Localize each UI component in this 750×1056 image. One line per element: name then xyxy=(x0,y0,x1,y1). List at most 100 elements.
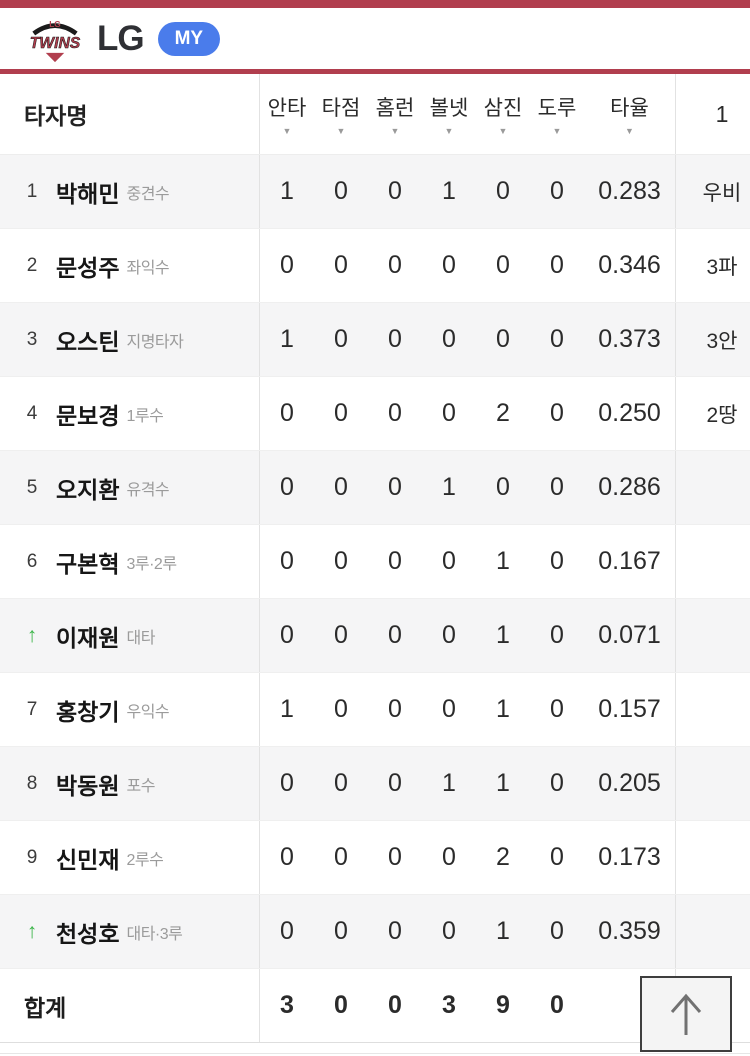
stat-value: 0 xyxy=(280,769,294,797)
batter-name-cell: ↑ 천성호 대타·3루 xyxy=(0,895,260,968)
stat-value: 0 xyxy=(388,473,402,501)
stat-cells: 1 0 0 1 0 0 0.283 xyxy=(260,155,675,228)
table-header-row: 타자명 안타 ▼ 타점 ▼ 홈런 ▼ 볼넷 ▼ 삼진 ▼ 도루 ▼ 타율 ▼ 1 xyxy=(0,74,750,155)
lg-twins-logo[interactable]: LG TWINS xyxy=(27,15,83,63)
table-row[interactable]: 2 문성주 좌익수 0 0 0 0 0 0 0.346 3파 xyxy=(0,229,750,303)
table-row[interactable]: 6 구본혁 3루·2루 0 0 0 0 1 0 0.167 xyxy=(0,525,750,599)
stat-header-label: 홈런 xyxy=(375,97,415,120)
stat-value: 0 xyxy=(496,473,510,501)
inning-result: 3안 xyxy=(706,329,738,353)
stat-value: 0 xyxy=(280,547,294,575)
batter-name-header[interactable]: 타자명 xyxy=(0,74,260,154)
app-header: LG TWINS LG MY xyxy=(0,8,750,69)
batter-name-cell: 8 박동원 포수 xyxy=(0,747,260,820)
stat-value: 0 xyxy=(334,621,348,649)
stat-header[interactable]: 안타 ▼ xyxy=(260,74,314,154)
my-badge-button[interactable]: MY xyxy=(157,21,221,56)
stat-value: 0 xyxy=(442,621,456,649)
stat-value: 0.283 xyxy=(598,177,661,205)
stat-value: 0 xyxy=(388,843,402,871)
table-row[interactable]: ↑ 천성호 대타·3루 0 0 0 0 1 0 0.359 xyxy=(0,895,750,969)
stat-header-label: 볼넷 xyxy=(429,97,469,120)
stat-value: 0 xyxy=(550,621,564,649)
player-position: 중견수 xyxy=(126,185,170,203)
stat-value: 0 xyxy=(442,325,456,353)
player-name: 문성주 xyxy=(56,254,120,281)
inning-1-header[interactable]: 1 xyxy=(675,74,750,154)
stat-header[interactable]: 홈런 ▼ xyxy=(368,74,422,154)
table-row[interactable]: 5 오지환 유격수 0 0 0 1 0 0 0.286 xyxy=(0,451,750,525)
batting-order: 8 xyxy=(26,772,38,794)
player-position: 좌익수 xyxy=(126,259,170,277)
total-stat-value: 0 xyxy=(550,991,564,1019)
logo-lg-text: LG xyxy=(49,19,61,29)
inning-1-cell xyxy=(675,895,750,968)
stat-value: 0 xyxy=(388,251,402,279)
batter-name-cell: ↑ 이재원 대타 xyxy=(0,599,260,672)
stat-value: 0 xyxy=(496,177,510,205)
stat-value: 0 xyxy=(334,399,348,427)
scroll-to-top-button[interactable] xyxy=(640,976,732,1052)
up-arrow-icon xyxy=(670,993,702,1035)
inning-result: 우비 xyxy=(702,181,742,205)
stat-header[interactable]: 삼진 ▼ xyxy=(476,74,530,154)
inning-1-cell: 우비 xyxy=(675,155,750,228)
inning-1-cell: 3파 xyxy=(675,229,750,302)
stat-value: 0 xyxy=(334,177,348,205)
table-row[interactable]: 1 박해민 중견수 1 0 0 1 0 0 0.283 우비 xyxy=(0,155,750,229)
batter-name-cell: 3 오스틴 지명타자 xyxy=(0,303,260,376)
stat-header[interactable]: 타점 ▼ xyxy=(314,74,368,154)
player-name: 오지환 xyxy=(56,476,120,503)
player-name: 박해민 xyxy=(56,180,120,207)
table-row[interactable]: 3 오스틴 지명타자 1 0 0 0 0 0 0.373 3안 xyxy=(0,303,750,377)
stat-value: 1 xyxy=(496,621,510,649)
batter-name-cell: 9 신민재 2루수 xyxy=(0,821,260,894)
stat-value: 0 xyxy=(334,473,348,501)
stat-value: 1 xyxy=(496,917,510,945)
table-row[interactable]: 8 박동원 포수 0 0 0 1 1 0 0.205 xyxy=(0,747,750,821)
stat-value: 0 xyxy=(388,547,402,575)
stat-value: 0 xyxy=(388,769,402,797)
stat-value: 1 xyxy=(496,695,510,723)
table-row[interactable]: 7 홍창기 우익수 1 0 0 0 1 0 0.157 xyxy=(0,673,750,747)
stat-header[interactable]: 볼넷 ▼ xyxy=(422,74,476,154)
stat-value: 0 xyxy=(442,695,456,723)
inning-1-cell: 2땅 xyxy=(675,377,750,450)
total-label: 합계 xyxy=(0,969,260,1042)
table-row[interactable]: 9 신민재 2루수 0 0 0 0 2 0 0.173 xyxy=(0,821,750,895)
stat-value: 0 xyxy=(280,399,294,427)
batter-name-cell: 4 문보경 1루수 xyxy=(0,377,260,450)
stat-value: 0.167 xyxy=(598,547,661,575)
player-position: 우익수 xyxy=(126,703,170,721)
sort-arrow-icon: ▼ xyxy=(552,126,562,136)
stat-header[interactable]: 도루 ▼ xyxy=(530,74,584,154)
stat-header[interactable]: 타율 ▼ xyxy=(584,74,675,154)
stat-cells: 1 0 0 0 1 0 0.157 xyxy=(260,673,675,746)
stat-cells: 0 0 0 1 1 0 0.205 xyxy=(260,747,675,820)
batting-order: 7 xyxy=(26,698,38,720)
stat-header-label: 타율 xyxy=(610,97,649,120)
stat-value: 0 xyxy=(334,251,348,279)
stat-value: 0 xyxy=(442,917,456,945)
stat-value: 2 xyxy=(496,399,510,427)
player-name: 천성호 xyxy=(56,920,120,947)
stat-value: 0 xyxy=(388,621,402,649)
player-name: 구본혁 xyxy=(56,550,120,577)
player-position: 유격수 xyxy=(126,481,170,499)
batter-name-cell: 6 구본혁 3루·2루 xyxy=(0,525,260,598)
player-position: 대타 xyxy=(126,629,155,647)
stat-value: 2 xyxy=(496,843,510,871)
stat-value: 0 xyxy=(442,843,456,871)
stat-cells: 0 0 0 1 0 0 0.286 xyxy=(260,451,675,524)
batting-order: 5 xyxy=(26,476,38,498)
inning-1-cell: 3안 xyxy=(675,303,750,376)
stat-value: 1 xyxy=(442,177,456,205)
inning-result: 2땅 xyxy=(706,403,738,427)
inning-1-cell xyxy=(675,673,750,746)
table-row[interactable]: ↑ 이재원 대타 0 0 0 0 1 0 0.071 xyxy=(0,599,750,673)
total-stat-value: 3 xyxy=(280,991,294,1019)
stat-value: 0.346 xyxy=(598,251,661,279)
stat-header-label: 삼진 xyxy=(483,97,523,120)
table-row[interactable]: 4 문보경 1루수 0 0 0 0 2 0 0.250 2땅 xyxy=(0,377,750,451)
stat-value: 0 xyxy=(550,325,564,353)
